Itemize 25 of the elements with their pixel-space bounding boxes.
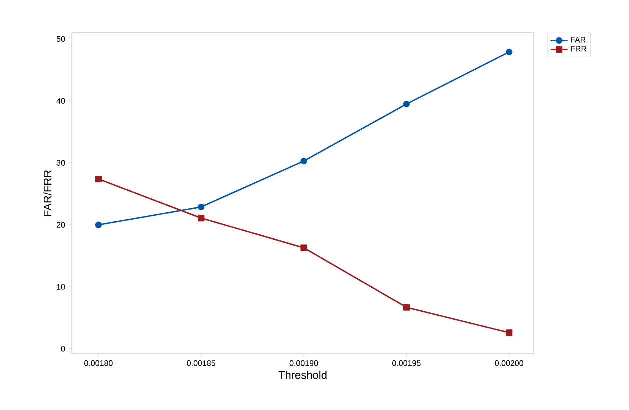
point bbox=[403, 304, 410, 311]
y-tick-label: 0 bbox=[61, 346, 66, 352]
y-axis-title: FAR/FRR bbox=[44, 170, 52, 216]
point bbox=[403, 100, 410, 108]
y-tick-label: 20 bbox=[56, 222, 66, 228]
x-tick-label: 0.00185 bbox=[187, 360, 216, 366]
y-tick-label: 10 bbox=[57, 284, 66, 290]
point bbox=[300, 244, 308, 252]
x-axis-title: Threshold bbox=[278, 371, 327, 380]
point bbox=[300, 158, 308, 165]
point bbox=[95, 176, 102, 183]
x-tick-label: 0.00195 bbox=[392, 360, 421, 366]
point bbox=[506, 48, 513, 56]
legend-label: FAR bbox=[571, 37, 586, 43]
x-tick-label: 0.00200 bbox=[495, 360, 524, 366]
point bbox=[506, 330, 513, 336]
x-tick-label: 0.00180 bbox=[84, 360, 113, 366]
x-tick-label: 0.00190 bbox=[290, 360, 318, 366]
y-tick-label: 30 bbox=[56, 160, 66, 166]
y-tick-label: 40 bbox=[56, 98, 66, 104]
point bbox=[198, 214, 205, 222]
point bbox=[95, 222, 102, 228]
legend-label: FRR bbox=[571, 46, 587, 52]
y-tick-label: 50 bbox=[56, 36, 66, 42]
point bbox=[198, 204, 205, 210]
